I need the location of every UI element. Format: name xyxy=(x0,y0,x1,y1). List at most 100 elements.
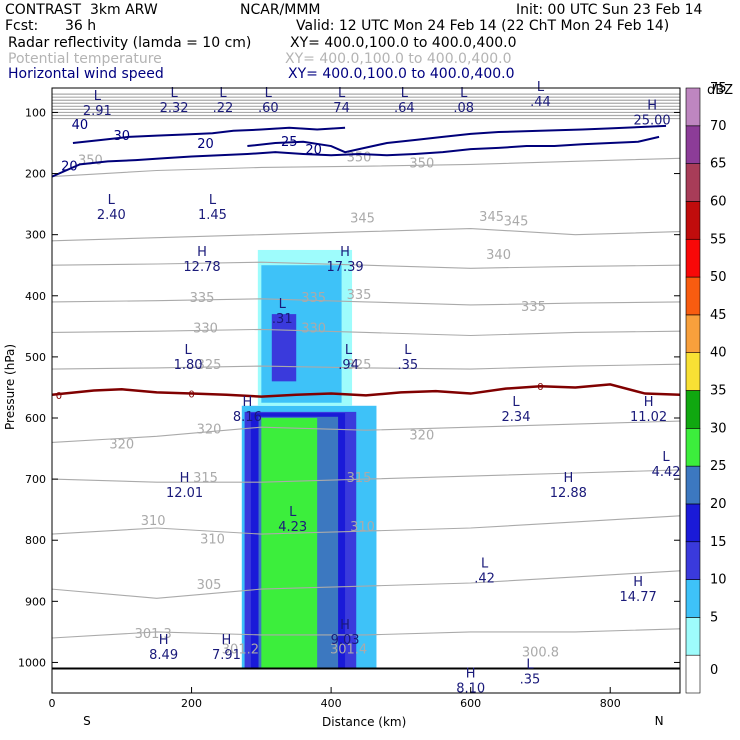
wind-label: 20 xyxy=(305,143,322,158)
extremum-L: L1.80 xyxy=(174,343,203,373)
colorbar-label: 65 xyxy=(710,157,727,172)
freezing-level: 0 0 0 xyxy=(51,382,681,670)
extremum-letter: L xyxy=(279,297,287,312)
field-wind-name: Horizontal wind speed xyxy=(8,66,164,82)
colorbar-swatch xyxy=(685,163,701,202)
colorbar-swatch xyxy=(685,238,701,278)
extremum-L: L.94 xyxy=(338,343,359,373)
x-tick-label: 200 xyxy=(181,697,202,710)
colorbar-swatch xyxy=(685,87,701,127)
extremum-L: L2.40 xyxy=(97,193,126,223)
colorbar-label: 5 xyxy=(710,610,718,625)
extremum-value: 74 xyxy=(333,101,350,116)
colorbar-label: 15 xyxy=(710,535,727,550)
extremum-letter: L xyxy=(526,658,534,673)
theta-label: 330 xyxy=(193,321,218,336)
extremum-H: H8.16 xyxy=(233,395,262,425)
theta-label: 345 xyxy=(350,211,375,226)
colorbar-swatch xyxy=(685,465,701,505)
freezing-label: 0 xyxy=(537,382,543,393)
colorbar-label: 50 xyxy=(710,270,727,285)
extremum-L: L1.45 xyxy=(198,193,227,223)
colorbar-label: 70 xyxy=(710,119,727,134)
extremum-letter: H xyxy=(180,471,190,486)
theta-label: 301.2 xyxy=(222,642,259,657)
theta-label: 310 xyxy=(350,520,375,535)
extremum-value: 14.77 xyxy=(620,590,657,605)
extremum-H: H9.03 xyxy=(331,618,360,648)
theta-label: 315 xyxy=(193,471,218,486)
fcst-value: 36 h xyxy=(65,18,96,34)
theta-line-320 xyxy=(51,420,681,443)
field-wind-xy: XY= 400.0,100.0 to 400.0,400.0 xyxy=(288,66,515,82)
colorbar-title: dBZ xyxy=(707,83,733,98)
extremum-letter: L xyxy=(481,557,489,572)
freezing-line xyxy=(51,383,681,398)
colorbar-label: 30 xyxy=(710,421,727,436)
wind-label: 20 xyxy=(61,160,78,175)
extremum-letter: L xyxy=(265,86,273,101)
extremum-letter: L xyxy=(219,86,227,101)
colorbar-swatch xyxy=(685,428,701,467)
colorbar-swatch xyxy=(685,352,701,391)
x-tick-label: 400 xyxy=(321,697,342,710)
extremum-H: H11.02 xyxy=(630,395,667,425)
theta-line-330 xyxy=(51,328,681,337)
y-tick-label: 800 xyxy=(25,534,46,547)
extremum-letter: H xyxy=(633,575,643,590)
extremum-value: 2.34 xyxy=(502,410,531,425)
extremum-letter: L xyxy=(170,86,178,101)
extremum-L: L.42 xyxy=(474,557,495,587)
theta-line-301.3 xyxy=(51,628,681,639)
colorbar-swatch xyxy=(685,503,701,543)
theta-line-315 xyxy=(51,469,681,483)
theta-line-350 xyxy=(51,157,681,178)
colorbar-swatch xyxy=(685,579,701,618)
extremum-value: 4.42 xyxy=(652,465,681,480)
extremum-value: .64 xyxy=(394,101,415,116)
extremum-L: L.64 xyxy=(394,86,415,116)
extremum-value: .31 xyxy=(272,312,293,327)
extremum-letter: L xyxy=(338,86,346,101)
y-tick-label: 700 xyxy=(25,473,46,486)
y-tick-label: 1000 xyxy=(18,656,46,669)
y-axis-title: Pressure (hPa) xyxy=(3,344,17,430)
wind-contours: 30 20 25 20 20 40 xyxy=(51,118,667,178)
colorbar-swatch xyxy=(685,125,701,164)
theta-label: 320 xyxy=(409,428,434,443)
x-tick-label: 800 xyxy=(600,697,621,710)
theta-line-345 xyxy=(51,228,681,242)
extremum-value: 2.32 xyxy=(160,101,189,116)
y-tick-label: 500 xyxy=(25,351,46,364)
extremum-value: 25.00 xyxy=(633,113,670,128)
theta-line-305 xyxy=(51,570,681,599)
colorbar-label: 45 xyxy=(710,308,727,323)
field-reflectivity-name: Radar reflectivity (lamda = 10 cm) xyxy=(8,35,251,51)
colorbar-swatch xyxy=(685,654,701,694)
valid-time: Valid: 12 UTC Mon 24 Feb 14 (22 ChT Mon … xyxy=(296,18,669,34)
extremum-value: .35 xyxy=(398,358,419,373)
extremum-value: .60 xyxy=(258,101,279,116)
plot-frame xyxy=(51,87,681,694)
extremum-value: 2.91 xyxy=(83,104,112,119)
extremum-H: H7.91 xyxy=(212,633,241,663)
extremum-L: L.60 xyxy=(258,86,279,116)
extremum-letter: H xyxy=(242,395,252,410)
extremum-L: L.08 xyxy=(453,86,474,116)
extremum-letter: H xyxy=(563,471,573,486)
freezing-label: 0 xyxy=(188,390,194,401)
extremum-letter: L xyxy=(94,89,102,104)
extremum-L: L.31 xyxy=(272,297,293,327)
extremum-value: 2.40 xyxy=(97,208,126,223)
theta-label: 325 xyxy=(197,358,222,373)
colorbar-swatch xyxy=(685,201,701,240)
extremum-value: .22 xyxy=(213,101,234,116)
extremum-L: L.35 xyxy=(398,343,419,373)
theta-label: 301.4 xyxy=(330,642,367,657)
wind-line-20 xyxy=(51,135,660,178)
extremum-letter: H xyxy=(647,98,657,113)
wind-line-30 xyxy=(72,126,346,144)
y-tick-label: 100 xyxy=(25,106,46,119)
extremum-letter: L xyxy=(662,450,670,465)
